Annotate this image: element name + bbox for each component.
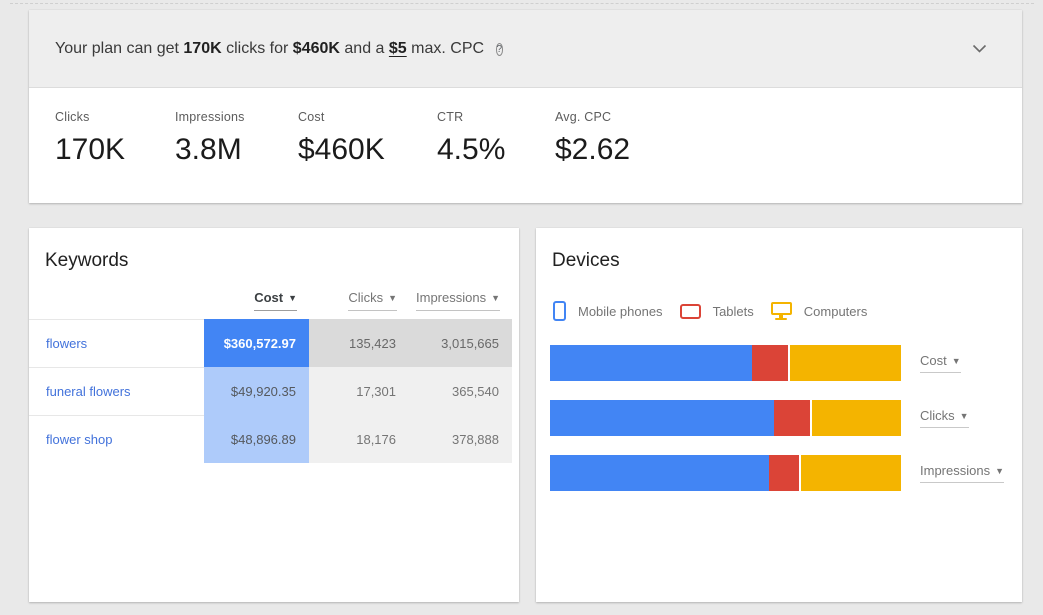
sort-arrow-icon: ▼ (288, 293, 297, 303)
legend-item-tablet: Tablets (679, 303, 754, 319)
forecast-banner: Your plan can get 170K clicks for $460K … (29, 10, 1022, 88)
clicks-cell: 17,301 (309, 367, 409, 415)
keywords-table-header: Cost ▼ Clicks ▼ Impressions ▼ (29, 290, 519, 311)
keywords-table: flowers $360,572.97 135,423 3,015,665 fu… (29, 319, 519, 463)
sort-header-clicks[interactable]: Clicks ▼ (309, 290, 409, 311)
banner-max-cpc-value[interactable]: $5 (388, 39, 407, 57)
legend-label: Mobile phones (578, 303, 663, 319)
tablet-icon (679, 303, 701, 319)
clicks-cell: 135,423 (309, 319, 409, 367)
impressions-cell: 3,015,665 (409, 319, 512, 367)
keywords-panel-title: Keywords (45, 250, 129, 271)
bar-segment-tablet[interactable] (751, 345, 788, 381)
legend-item-computer: Computers (770, 302, 868, 320)
legend-label: Computers (803, 303, 868, 319)
bar-segment-mobile[interactable] (550, 345, 752, 381)
banner-mid2: and a (344, 39, 385, 57)
metric-ctr: CTR 4.5% (437, 110, 555, 167)
bar-segment-tablet[interactable] (773, 400, 810, 436)
banner-clicks-value: 170K (183, 39, 222, 57)
stacked-bar (550, 455, 901, 491)
bar-segment-computer[interactable] (798, 455, 901, 491)
bar-metric-selector-impressions[interactable]: Impressions ▼ (920, 463, 1004, 483)
metric-label: Cost (298, 110, 325, 124)
bar-metric-selector-clicks[interactable]: Clicks ▼ (920, 408, 969, 428)
legend-label: Tablets (712, 303, 754, 319)
dropdown-arrow-icon: ▼ (951, 356, 961, 366)
legend-item-mobile: Mobile phones (553, 301, 663, 321)
metric-label: CTR (437, 110, 464, 124)
bar-metric-selector-cost[interactable]: Cost ▼ (920, 353, 961, 373)
bar-row-cost: Cost ▼ (550, 345, 1022, 381)
table-row: flowers $360,572.97 135,423 3,015,665 (29, 319, 519, 367)
computer-icon (770, 302, 792, 320)
bar-metric-label: Clicks (920, 408, 955, 423)
impressions-cell: 378,888 (409, 415, 512, 463)
table-row: funeral flowers $49,920.35 17,301 365,54… (29, 367, 519, 415)
stacked-bar (550, 400, 901, 436)
metric-label: Impressions (175, 110, 245, 124)
metric-cost: Cost $460K (298, 110, 437, 167)
bar-metric-label: Impressions (920, 463, 991, 478)
help-icon[interactable]: ? (495, 42, 504, 56)
metric-label: Avg. CPC (555, 110, 612, 124)
top-divider (10, 3, 1034, 4)
sort-header-label: Cost (254, 290, 284, 305)
banner-suffix: max. CPC (411, 39, 485, 57)
cost-cell: $360,572.97 (204, 319, 309, 367)
metric-value: $2.62 (555, 133, 631, 166)
clicks-cell: 18,176 (309, 415, 409, 463)
metric-label: Clicks (55, 110, 90, 124)
sort-header-label: Impressions (416, 290, 487, 305)
metric-value: $460K (298, 133, 385, 166)
mobile-phone-icon (553, 301, 566, 321)
impressions-cell: 365,540 (409, 367, 512, 415)
dropdown-arrow-icon: ▼ (995, 466, 1004, 476)
forecast-summary-card: Your plan can get 170K clicks for $460K … (29, 10, 1022, 203)
metric-clicks: Clicks 170K (55, 110, 175, 167)
keyword-link[interactable]: flowers (29, 319, 204, 367)
bar-segment-computer[interactable] (787, 345, 901, 381)
sort-header-impressions[interactable]: Impressions ▼ (409, 290, 512, 311)
bar-segment-mobile[interactable] (550, 455, 769, 491)
keyword-link[interactable]: funeral flowers (29, 367, 204, 415)
bar-row-clicks: Clicks ▼ (550, 400, 1022, 436)
devices-legend: Mobile phones Tablets Computers (553, 301, 1022, 321)
metric-value: 4.5% (437, 133, 506, 166)
bar-row-impressions: Impressions ▼ (550, 455, 1022, 491)
dropdown-arrow-icon: ▼ (959, 411, 969, 421)
table-row: flower shop $48,896.89 18,176 378,888 (29, 415, 519, 463)
keyword-link[interactable]: flower shop (29, 415, 204, 463)
bar-metric-label: Cost (920, 353, 947, 368)
bar-segment-tablet[interactable] (768, 455, 799, 491)
sort-header-cost[interactable]: Cost ▼ (204, 290, 309, 311)
metric-impressions: Impressions 3.8M (175, 110, 298, 167)
stacked-bar (550, 345, 901, 381)
cost-cell: $48,896.89 (204, 415, 309, 463)
cost-cell: $49,920.35 (204, 367, 309, 415)
devices-panel: Devices Mobile phones Tablets Computers (536, 228, 1022, 602)
bar-segment-computer[interactable] (809, 400, 901, 436)
devices-bar-chart: Cost ▼ Clicks ▼ (550, 345, 1022, 491)
collapse-panel-button[interactable] (972, 43, 988, 55)
banner-prefix: Your plan can get (55, 39, 179, 57)
bar-segment-mobile[interactable] (550, 400, 774, 436)
metric-value: 170K (55, 133, 126, 166)
metric-value: 3.8M (175, 133, 242, 166)
sort-header-label: Clicks (348, 290, 384, 305)
metric-avg-cpc: Avg. CPC $2.62 (555, 110, 630, 167)
banner-mid1: clicks for (226, 39, 289, 57)
sort-arrow-icon: ▼ (491, 293, 500, 303)
chevron-down-icon (972, 44, 987, 53)
sort-arrow-icon: ▼ (388, 293, 397, 303)
keywords-panel: Keywords Cost ▼ Clicks ▼ Impressions ▼ f (29, 228, 519, 602)
devices-panel-title: Devices (552, 250, 620, 271)
forecast-banner-text: Your plan can get 170K clicks for $460K … (55, 40, 972, 58)
banner-cost-value: $460K (292, 39, 340, 57)
metrics-row: Clicks 170K Impressions 3.8M Cost $460K … (29, 88, 1022, 167)
